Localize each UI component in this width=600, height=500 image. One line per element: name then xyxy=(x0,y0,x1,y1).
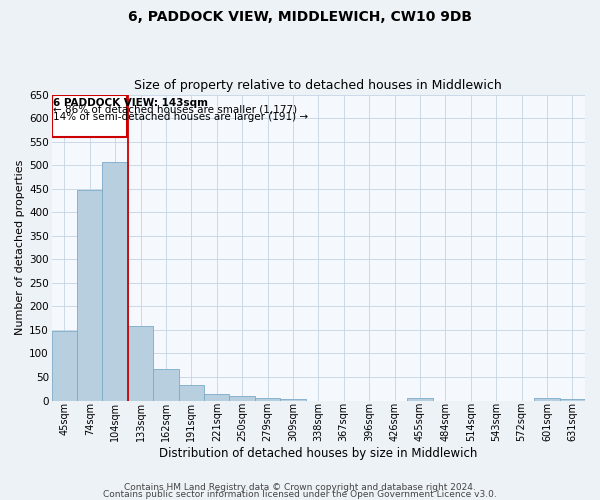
Bar xyxy=(229,396,255,400)
Bar xyxy=(52,331,77,400)
Bar xyxy=(560,398,585,400)
Text: 6 PADDOCK VIEW: 143sqm: 6 PADDOCK VIEW: 143sqm xyxy=(53,98,208,108)
Bar xyxy=(534,398,560,400)
FancyBboxPatch shape xyxy=(52,96,127,137)
Bar xyxy=(280,398,305,400)
Bar xyxy=(153,369,179,400)
Title: Size of property relative to detached houses in Middlewich: Size of property relative to detached ho… xyxy=(134,79,502,92)
Bar xyxy=(103,162,128,400)
Bar xyxy=(77,190,103,400)
Bar xyxy=(407,398,433,400)
Bar xyxy=(255,398,280,400)
Text: Contains public sector information licensed under the Open Government Licence v3: Contains public sector information licen… xyxy=(103,490,497,499)
Text: Contains HM Land Registry data © Crown copyright and database right 2024.: Contains HM Land Registry data © Crown c… xyxy=(124,484,476,492)
Text: 14% of semi-detached houses are larger (191) →: 14% of semi-detached houses are larger (… xyxy=(53,112,308,122)
Text: ← 86% of detached houses are smaller (1,177): ← 86% of detached houses are smaller (1,… xyxy=(53,105,297,115)
Y-axis label: Number of detached properties: Number of detached properties xyxy=(15,160,25,335)
Bar xyxy=(179,386,204,400)
X-axis label: Distribution of detached houses by size in Middlewich: Distribution of detached houses by size … xyxy=(159,447,478,460)
Bar xyxy=(204,394,229,400)
Bar xyxy=(128,326,153,400)
Text: 6, PADDOCK VIEW, MIDDLEWICH, CW10 9DB: 6, PADDOCK VIEW, MIDDLEWICH, CW10 9DB xyxy=(128,10,472,24)
